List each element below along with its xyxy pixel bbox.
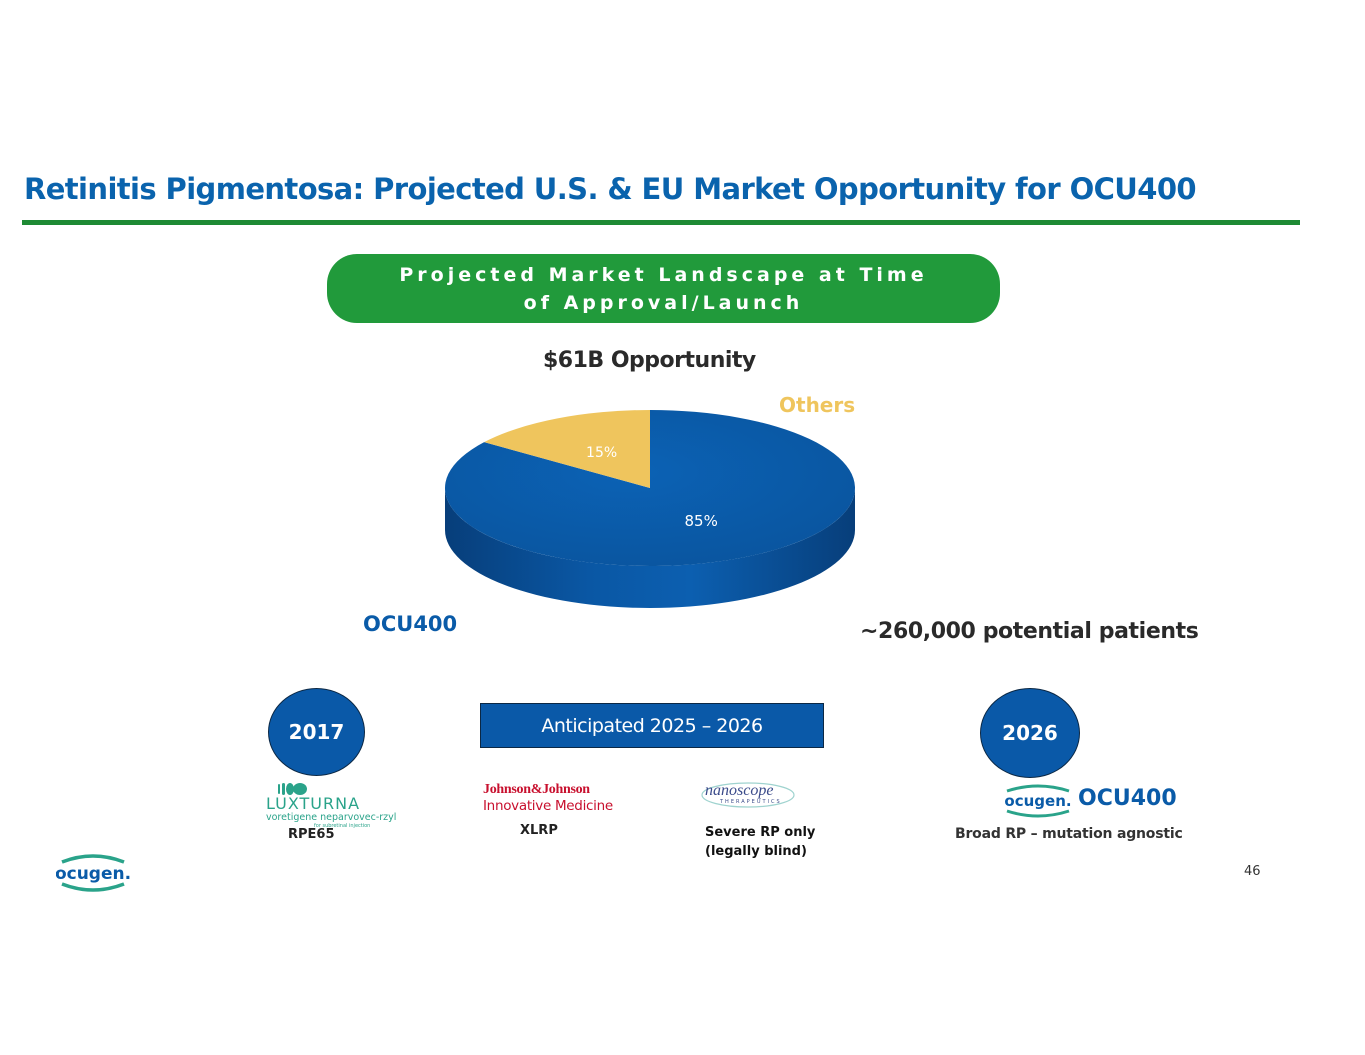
luxturna-logo: LUXTURNA voretigene neparvovec-rzyl for … bbox=[266, 780, 396, 830]
slice-label-others: Others bbox=[779, 393, 856, 417]
pie-slice-ocu400 bbox=[444, 410, 855, 566]
jnj-sub: Innovative Medicine bbox=[483, 798, 613, 814]
potential-patients: ~260,000 potential patients bbox=[860, 619, 1199, 644]
pie-side-wall bbox=[445, 488, 855, 608]
nanoscope-swoosh-icon bbox=[701, 782, 795, 808]
banner-text: Projected Market Landscape at Time of Ap… bbox=[399, 263, 928, 314]
luxturna-generic: voretigene neparvovec-rzyl bbox=[266, 812, 397, 823]
luxturna-name: LUXTURNA bbox=[266, 794, 361, 813]
year-badge-2017: 2017 bbox=[268, 688, 365, 776]
nanoscope-indication-line2: (legally blind) bbox=[705, 844, 807, 859]
ocu400-product-name: OCU400 bbox=[1078, 786, 1177, 811]
jnj-indication: XLRP bbox=[520, 823, 558, 838]
chart-title: $61B Opportunity bbox=[543, 348, 756, 373]
ocu400-indication: Broad RP – mutation agnostic bbox=[955, 826, 1183, 842]
nanoscope-name: nanoscope bbox=[705, 782, 774, 799]
slice-label-ocu400: OCU400 bbox=[363, 612, 458, 636]
pie-chart: 85% 15% bbox=[444, 410, 855, 608]
nanoscope-logo: nanoscope THERAPEUTICS bbox=[700, 780, 796, 810]
nanoscope-sub: THERAPEUTICS bbox=[720, 799, 782, 805]
slice-data-label-others: 15% bbox=[586, 445, 617, 461]
pie-slices bbox=[444, 410, 855, 608]
ocugen-logo-small: ocugen. bbox=[1004, 784, 1072, 818]
page-number: 46 bbox=[1244, 864, 1261, 879]
market-landscape-banner: Projected Market Landscape at Time of Ap… bbox=[327, 254, 1000, 323]
jnj-logo: Johnson&Johnson Innovative Medicine bbox=[483, 782, 613, 814]
nanoscope-indication-line1: Severe RP only bbox=[705, 825, 816, 840]
anticipated-box: Anticipated 2025 – 2026 bbox=[480, 703, 824, 748]
slice-data-label-ocu400: 85% bbox=[685, 512, 718, 530]
jnj-name: Johnson&Johnson bbox=[483, 782, 590, 797]
luxturna-indication: RPE65 bbox=[288, 827, 335, 842]
luxturna-fineprint: for subretinal injection bbox=[314, 823, 371, 829]
nanoscope-indication: Severe RP only (legally blind) bbox=[705, 823, 815, 861]
title-divider bbox=[22, 220, 1300, 225]
luxturna-dots-icon bbox=[278, 783, 307, 795]
slide-title: Retinitis Pigmentosa: Projected U.S. & E… bbox=[24, 172, 1197, 206]
ocugen-footer-logo: ocugen. bbox=[56, 854, 130, 892]
ocugen-small-wordmark: ocugen. bbox=[1004, 792, 1071, 810]
ocugen-footer-wordmark: ocugen. bbox=[56, 864, 130, 884]
year-badge-2026: 2026 bbox=[980, 688, 1080, 778]
pie-slice-others bbox=[484, 410, 650, 488]
